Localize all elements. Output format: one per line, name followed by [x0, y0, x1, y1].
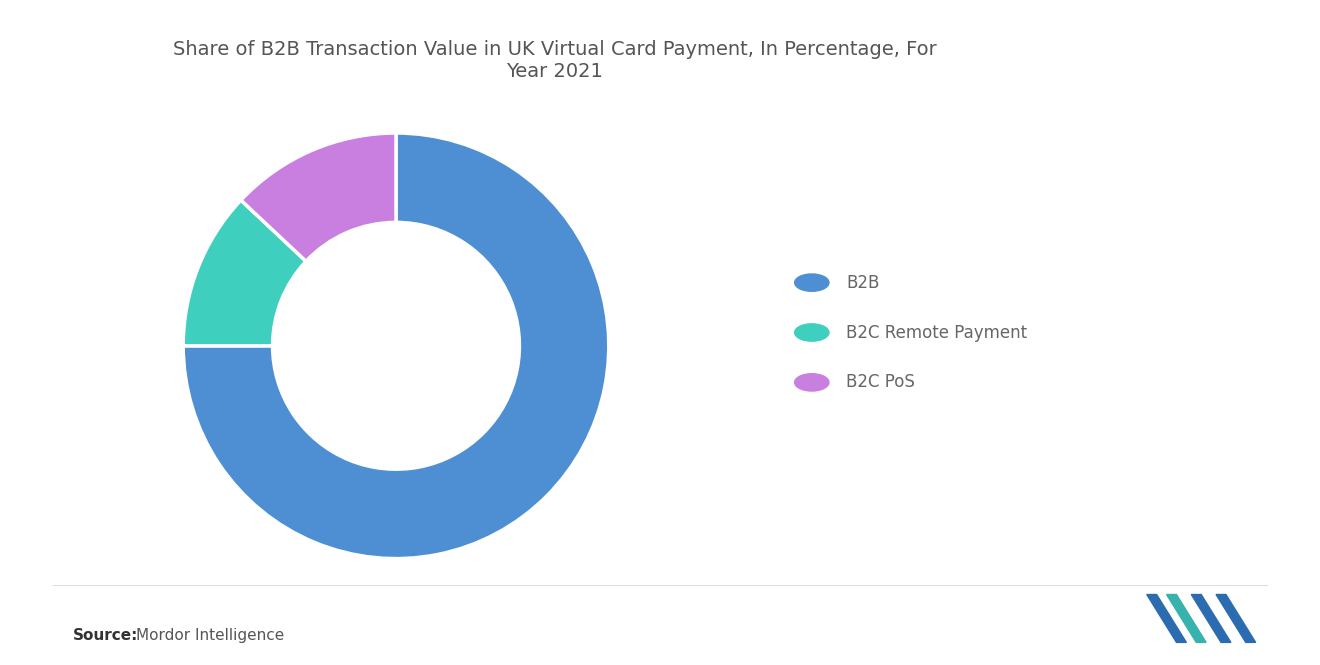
- Wedge shape: [183, 133, 609, 559]
- Polygon shape: [1167, 595, 1206, 642]
- Polygon shape: [1191, 595, 1230, 642]
- Polygon shape: [1216, 595, 1255, 642]
- Wedge shape: [183, 200, 306, 346]
- Text: Mordor Intelligence: Mordor Intelligence: [136, 628, 284, 642]
- Text: B2C Remote Payment: B2C Remote Payment: [846, 323, 1027, 342]
- Text: Share of B2B Transaction Value in UK Virtual Card Payment, In Percentage, For
Ye: Share of B2B Transaction Value in UK Vir…: [173, 40, 936, 81]
- Wedge shape: [240, 133, 396, 261]
- Text: B2C PoS: B2C PoS: [846, 373, 915, 392]
- Polygon shape: [1147, 595, 1187, 642]
- Text: Source:: Source:: [73, 628, 139, 642]
- Text: B2B: B2B: [846, 273, 879, 292]
